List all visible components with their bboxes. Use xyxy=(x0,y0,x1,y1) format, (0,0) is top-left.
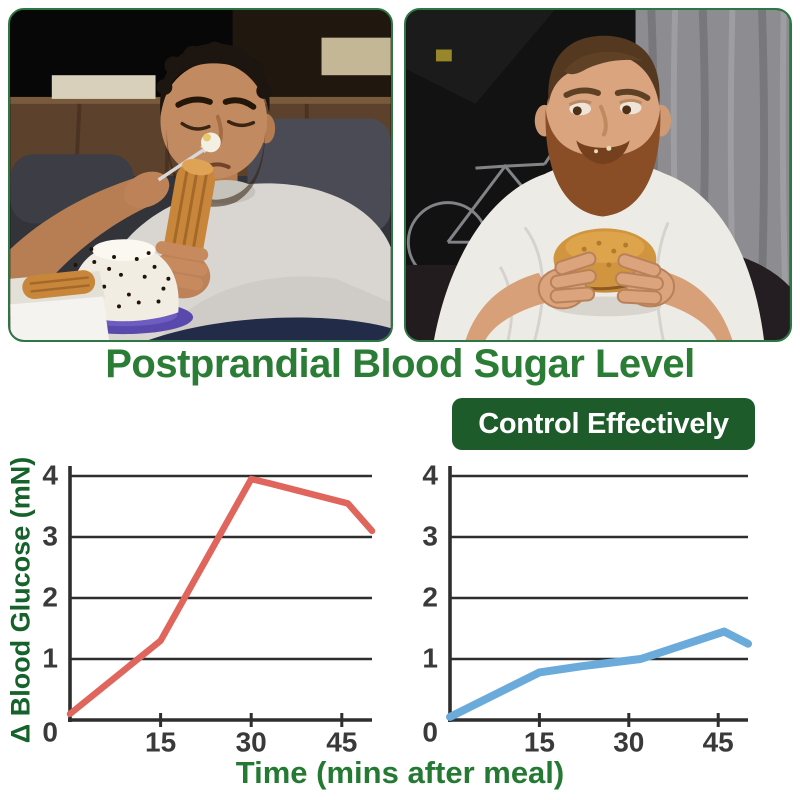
x-tick-label: 45 xyxy=(326,726,357,757)
y-axis-label: Δ Blood Glucose (mN) xyxy=(5,456,36,744)
y-tick-label: 3 xyxy=(42,520,58,551)
x-tick-label: 15 xyxy=(524,726,555,757)
photo-eating-burger xyxy=(404,8,792,342)
y-tick-label: 1 xyxy=(422,642,438,673)
series-uncontrolled-blood-sugar xyxy=(66,475,376,718)
y-tick-label: 2 xyxy=(42,581,58,612)
x-tick-label: 45 xyxy=(703,726,734,757)
x-tick-label: 30 xyxy=(613,726,644,757)
y-tick-label: 4 xyxy=(42,459,58,490)
series-controlled-blood-sugar xyxy=(446,627,752,721)
control-effectively-badge: Control Effectively xyxy=(452,398,755,450)
burger-and-hands xyxy=(465,228,733,340)
right-hand xyxy=(614,253,676,308)
photo-overeating-dessert xyxy=(8,8,393,342)
churro-pastry xyxy=(150,158,216,299)
chart-controlled-blood-sugar: 0 1 2 3 4 15 30 45 xyxy=(422,459,752,757)
pastry-box xyxy=(10,270,110,340)
page-title: Postprandial Blood Sugar Level xyxy=(105,342,695,386)
x-tick-label: 30 xyxy=(236,726,267,757)
man-eating-dessert-illustration xyxy=(10,10,391,340)
x-axis-label: Time (mins after meal) xyxy=(235,755,565,790)
chart-uncontrolled-blood-sugar: 0 1 2 3 4 15 30 45 xyxy=(42,459,376,757)
y-tick-label: 3 xyxy=(422,520,438,551)
y-tick-label: 0 xyxy=(422,716,438,747)
left-hand xyxy=(537,251,597,310)
y-tick-label: 2 xyxy=(422,581,438,612)
man-eating-burger-illustration xyxy=(406,10,790,340)
x-tick-label: 15 xyxy=(145,726,176,757)
y-tick-label: 4 xyxy=(422,459,438,490)
y-tick-label: 1 xyxy=(42,642,58,673)
y-tick-label: 0 xyxy=(42,716,58,747)
